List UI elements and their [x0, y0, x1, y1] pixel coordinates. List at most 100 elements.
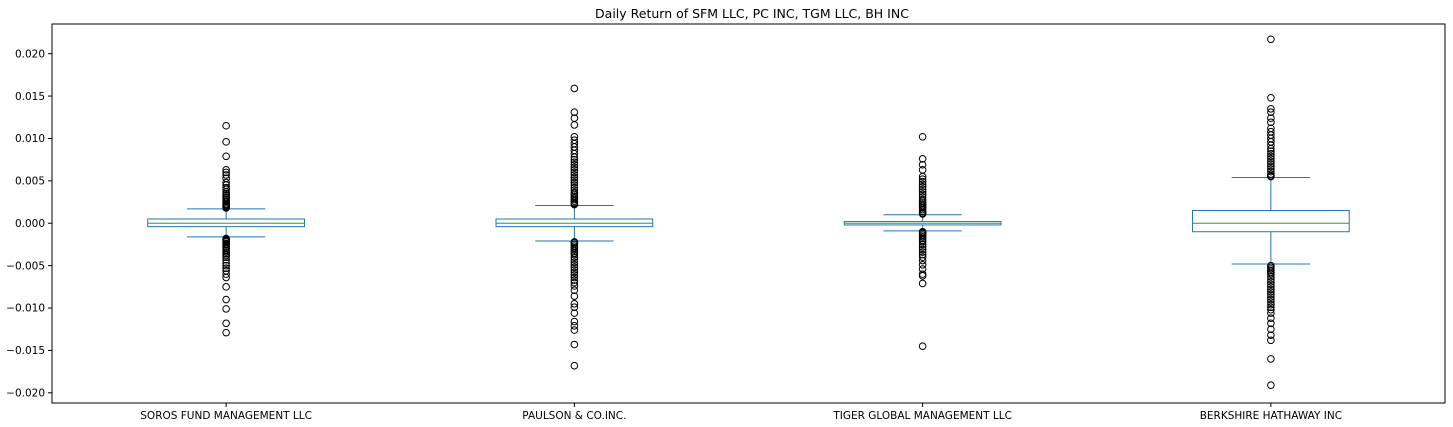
outlier-point: [918, 279, 927, 288]
outlier-point: [570, 155, 579, 164]
outlier-point: [1267, 272, 1275, 281]
outlier-point: [570, 171, 579, 179]
box-group: [147, 121, 305, 337]
outlier-point: [1267, 309, 1275, 317]
outlier-point: [1267, 157, 1275, 166]
outlier-point: [918, 188, 927, 196]
outlier-point: [570, 158, 579, 167]
outlier-point: [1267, 280, 1275, 289]
y-tick-label: −0.015: [6, 345, 45, 357]
outlier-point: [570, 121, 579, 129]
chart-title: Daily Return of SFM LLC, PC INC, TGM LLC…: [595, 6, 909, 21]
y-axis: 0.020 0.015 0.010 0.005 0.000 −0.005 −0.010 −0.…: [6, 48, 52, 400]
outlier-point: [222, 204, 230, 212]
outlier-point: [570, 178, 579, 187]
outlier-point: [918, 185, 927, 194]
outlier-point: [1267, 325, 1275, 334]
outlier-point: [918, 250, 927, 259]
outlier-point: [570, 160, 579, 169]
outlier-point: [1267, 152, 1275, 161]
outlier-point: [570, 200, 579, 209]
outlier-point: [570, 263, 579, 272]
outlier-point: [570, 271, 579, 279]
outlier-point: [918, 180, 927, 189]
outlier-point: [1267, 108, 1275, 116]
outlier-point: [570, 186, 579, 194]
outlier-point: [570, 292, 579, 300]
outlier-point: [570, 255, 579, 264]
outlier-point: [570, 163, 579, 172]
outlier-point: [570, 326, 579, 334]
outlier-point: [570, 250, 579, 259]
outlier-point: [1267, 355, 1275, 363]
outlier-point: [1267, 319, 1275, 328]
outlier-point: [222, 261, 230, 270]
outlier-point: [1267, 314, 1275, 323]
outlier-point: [1267, 288, 1275, 296]
box-group: [495, 84, 654, 370]
box-group: [843, 132, 1002, 350]
outlier-point: [222, 273, 230, 282]
y-tick-label: 0.010: [15, 133, 45, 145]
outlier-point: [1267, 104, 1275, 113]
outlier-point: [570, 340, 579, 349]
outlier-point: [570, 166, 579, 174]
outlier-point: [1267, 270, 1275, 278]
outlier-point: [918, 160, 927, 169]
outlier-point: [918, 177, 927, 186]
outlier-point: [918, 238, 927, 246]
outlier-point: [1267, 147, 1275, 155]
outlier-point: [918, 253, 927, 261]
outlier-point: [570, 322, 579, 330]
outlier-point: [1267, 144, 1275, 153]
outlier-point: [1267, 290, 1275, 299]
outlier-point: [1267, 162, 1275, 171]
outlier-point: [918, 155, 927, 163]
plot-frame: [51, 23, 1446, 404]
outlier-point: [570, 317, 579, 326]
iqr-box: [1192, 210, 1350, 233]
outlier-point: [570, 266, 579, 274]
outlier-point: [570, 260, 579, 269]
outlier-point: [1267, 275, 1275, 284]
outlier-point: [1267, 300, 1275, 309]
x-tick-label: PAULSON & CO.INC.: [522, 410, 626, 422]
y-tick-label: 0.000: [15, 218, 45, 230]
outlier-point: [1267, 305, 1275, 314]
outlier-point: [918, 272, 927, 280]
outlier-point: [918, 132, 927, 141]
outlier-point: [1267, 303, 1275, 311]
outlier-point: [222, 121, 230, 130]
outlier-point: [222, 259, 230, 267]
outlier-point: [570, 268, 579, 277]
outlier-point: [222, 264, 230, 272]
outlier-point: [222, 166, 230, 174]
outlier-point: [222, 305, 230, 313]
outlier-point: [918, 175, 927, 183]
outlier-point: [1267, 293, 1275, 301]
x-tick-label: TIGER GLOBAL MANAGEMENT LLC: [832, 410, 1012, 422]
outlier-point: [570, 361, 579, 370]
outlier-point: [918, 166, 927, 174]
outlier-point: [222, 319, 230, 328]
outlier-point: [570, 278, 579, 287]
outlier-point: [570, 299, 579, 308]
outlier-point: [918, 243, 927, 251]
outlier-point: [1267, 149, 1275, 158]
outlier-point: [918, 342, 927, 350]
outlier-point: [918, 172, 927, 181]
outlier-point: [570, 181, 579, 189]
outlier-point: [918, 260, 927, 269]
outlier-point: [570, 276, 579, 284]
outlier-point: [570, 303, 579, 311]
y-tick-label: 0.015: [15, 91, 45, 103]
x-tick-label: BERKSHIRE HATHAWAY INC: [1200, 410, 1342, 422]
outlier-point: [570, 273, 579, 282]
outlier-point: [222, 171, 230, 179]
y-tick-label: 0.005: [15, 176, 45, 188]
outlier-point: [570, 286, 579, 295]
outlier-point: [918, 248, 927, 256]
y-tick-label: 0.020: [15, 48, 45, 60]
box-group: [1192, 35, 1350, 389]
